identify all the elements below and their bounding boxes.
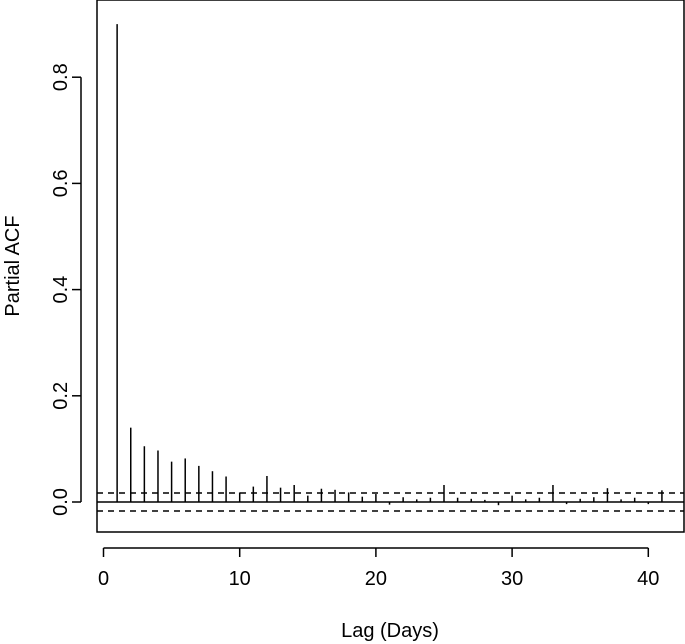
- spikes-group: [116, 24, 663, 506]
- y-tick-label: 0.2: [50, 382, 72, 410]
- x-axis-label: Lag (Days): [341, 620, 439, 642]
- y-tick-label: 0.0: [50, 488, 72, 516]
- y-tick-label: 0.4: [50, 276, 72, 304]
- confidence-bounds-group: [97, 492, 684, 512]
- x-tick-label: 10: [229, 568, 251, 590]
- y-axis-label: Partial ACF: [2, 215, 24, 316]
- x-axis: 0 10 20 30 40: [98, 547, 659, 590]
- y-tick-label: 0.6: [50, 169, 72, 197]
- x-tick-label: 20: [365, 568, 387, 590]
- plot-frame: [96, 0, 685, 533]
- y-tick-label: 0.8: [50, 63, 72, 91]
- y-axis: 0.0 0.2 0.4 0.6 0.8: [50, 63, 82, 516]
- x-tick-label: 0: [98, 568, 109, 590]
- x-tick-label: 40: [637, 568, 659, 590]
- x-tick-label: 30: [501, 568, 523, 590]
